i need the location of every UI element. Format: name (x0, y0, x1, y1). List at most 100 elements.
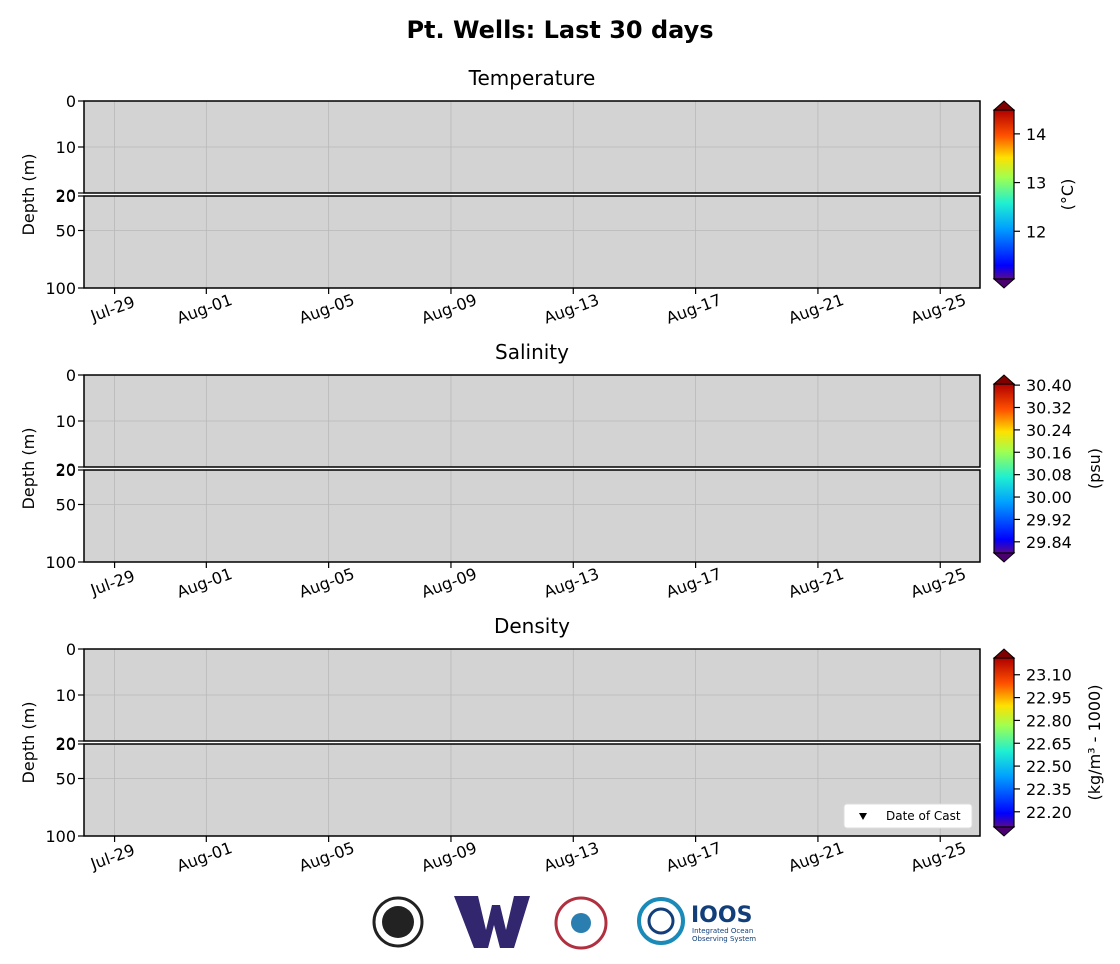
colorbar-tick-label: 22.95 (1026, 689, 1072, 708)
x-tick-label: Aug-05 (297, 564, 357, 601)
colorbar-tick-label: 30.24 (1026, 421, 1072, 440)
logo-seal-inner (382, 906, 414, 938)
legend-marker (859, 813, 867, 820)
legend-label: Date of Cast (886, 809, 961, 823)
colorbar (994, 110, 1014, 279)
x-tick-label: Aug-25 (908, 290, 968, 327)
x-tick-label: Aug-01 (174, 838, 234, 875)
colorbar-tick-label: 30.32 (1026, 399, 1072, 418)
x-tick-label: Jul-29 (87, 292, 137, 326)
logo-nw-inner (571, 913, 591, 933)
plot-area (84, 744, 980, 836)
logo-ioos-ring (637, 897, 685, 945)
plot-area (84, 196, 980, 288)
logo-uw (454, 896, 530, 948)
colorbar-extend (992, 552, 1016, 563)
x-tick-label: Aug-13 (541, 290, 601, 327)
colorbar-label: (kg/m³ - 1000) (1085, 685, 1104, 801)
figure-title: Pt. Wells: Last 30 days (406, 16, 713, 44)
x-tick-label: Aug-01 (174, 290, 234, 327)
logos: IOOS Integrated Ocean Observing System (372, 896, 756, 950)
colorbar-extend (992, 374, 1016, 385)
y-tick-label: 20 (56, 734, 76, 753)
colorbar-tick-label: 30.00 (1026, 488, 1072, 507)
x-tick-label: Aug-05 (297, 838, 357, 875)
y-tick-label: 10 (56, 686, 76, 705)
colorbar-tick-label: 23.10 (1026, 666, 1072, 685)
colorbar-extend (992, 648, 1016, 659)
panel-title: Salinity (495, 340, 569, 364)
y-tick-label: 10 (56, 138, 76, 157)
y-tick-label: 20 (56, 461, 76, 480)
logo-ioos-name: IOOS (691, 903, 752, 928)
colorbar-tick-label: 22.65 (1026, 734, 1072, 753)
y-tick-label: 50 (56, 496, 76, 515)
y-tick-label: 10 (56, 412, 76, 431)
y-tick-label: 0 (66, 640, 76, 659)
y-tick-label: 100 (45, 279, 76, 298)
x-tick-label: Aug-25 (908, 564, 968, 601)
logo-ioos-tagline: Observing System (692, 935, 756, 943)
legend-box (843, 803, 973, 829)
y-tick-label: 100 (45, 553, 76, 572)
colorbar-tick-label: 14 (1026, 125, 1046, 144)
x-tick-label: Aug-21 (786, 290, 846, 327)
plot-area (84, 470, 980, 562)
x-tick-label: Aug-09 (419, 564, 479, 601)
x-tick-label: Aug-21 (786, 564, 846, 601)
x-tick-label: Aug-13 (541, 838, 601, 875)
y-tick-label: 20 (56, 735, 76, 754)
x-tick-label: Aug-17 (664, 564, 724, 601)
colorbar-extend (992, 826, 1016, 837)
x-tick-label: Aug-09 (419, 838, 479, 875)
x-tick-label: Jul-29 (87, 840, 137, 874)
x-tick-label: Aug-17 (664, 290, 724, 327)
panel: Temperature Jul-29 Aug-01 Aug-05 Aug-09 Aug-1… (19, 66, 1077, 328)
colorbar-tick-label: 30.16 (1026, 443, 1072, 462)
panel-title: Temperature (468, 66, 596, 90)
colorbar-frame (993, 657, 1015, 828)
x-tick-label: Aug-21 (786, 838, 846, 875)
colorbar-tick-label: 30.08 (1026, 466, 1072, 485)
y-axis-label: Depth (m) (19, 428, 38, 510)
colorbar-tick-label: 12 (1026, 222, 1046, 241)
x-tick-label: Aug-05 (297, 290, 357, 327)
colorbar-tick-label: 22.50 (1026, 757, 1072, 776)
colorbar (994, 658, 1014, 827)
y-tick-label: 0 (66, 366, 76, 385)
y-tick-label: 0 (66, 92, 76, 111)
colorbar-tick-label: 22.20 (1026, 803, 1072, 822)
logo-ioos-tagline: Integrated Ocean (692, 927, 753, 935)
x-tick-label: Aug-09 (419, 290, 479, 327)
colorbar-extend (992, 278, 1016, 289)
x-tick-label: Aug-13 (541, 564, 601, 601)
colorbar (994, 384, 1014, 553)
colorbar-tick-label: 13 (1026, 174, 1046, 193)
colorbar-tick-label: 30.40 (1026, 376, 1072, 395)
x-tick-label: Aug-25 (908, 838, 968, 875)
panel: Density Jul-29 Aug-01 Aug-05 Aug-09 Aug-13 Aug… (19, 614, 1104, 876)
y-axis-label: Depth (m) (19, 702, 38, 784)
y-tick-label: 20 (56, 186, 76, 205)
x-tick-label: Aug-01 (174, 564, 234, 601)
colorbar-label: (°C) (1058, 179, 1077, 211)
y-axis-label: Depth (m) (19, 154, 38, 236)
y-tick-label: 50 (56, 770, 76, 789)
colorbar-tick-label: 22.80 (1026, 711, 1072, 730)
x-tick-label: Aug-17 (664, 838, 724, 875)
colorbar-tick-label: 22.35 (1026, 780, 1072, 799)
colorbar-tick-label: 29.92 (1026, 510, 1072, 529)
y-tick-label: 50 (56, 222, 76, 241)
colorbar-frame (993, 383, 1015, 554)
panel: Salinity Jul-29 Aug-01 Aug-05 Aug-09 Aug-13 Au… (19, 340, 1104, 602)
y-tick-label: 100 (45, 827, 76, 846)
y-tick-label: 20 (56, 187, 76, 206)
panel-title: Density (494, 614, 570, 638)
x-tick-label: Jul-29 (87, 566, 137, 600)
colorbar-extend (992, 100, 1016, 111)
colorbar-frame (993, 109, 1015, 280)
y-tick-label: 20 (56, 460, 76, 479)
logo-ioos-inner (647, 907, 675, 935)
colorbar-tick-label: 29.84 (1026, 533, 1072, 552)
